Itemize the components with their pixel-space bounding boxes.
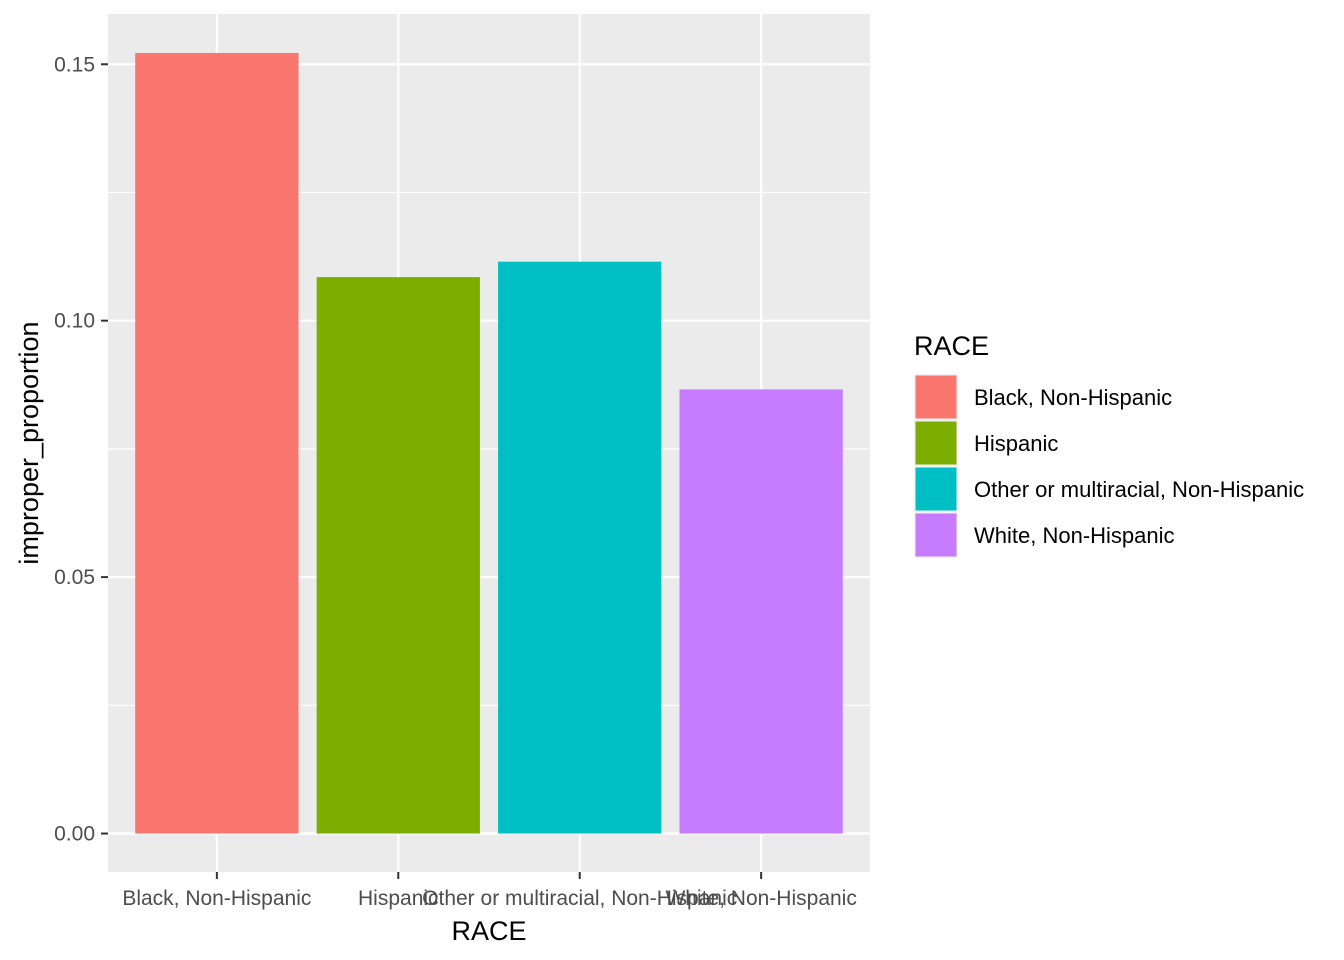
legend-swatch bbox=[915, 513, 957, 557]
legend-label: Other or multiracial, Non-Hispanic bbox=[974, 477, 1304, 502]
bars bbox=[135, 52, 843, 834]
x-tick-label: Other or multiracial, Non-Hispanic bbox=[422, 887, 737, 910]
legend-swatch bbox=[915, 467, 957, 511]
y-tick-label: 0.10 bbox=[54, 310, 95, 333]
legend-label: Hispanic bbox=[974, 431, 1058, 456]
y-tick-label: 0.15 bbox=[54, 53, 95, 76]
legend-label: Black, Non-Hispanic bbox=[974, 385, 1172, 410]
y-tick-label: 0.05 bbox=[54, 566, 95, 589]
y-axis-title: improper_proportion bbox=[14, 321, 44, 564]
legend-title: RACE bbox=[914, 331, 989, 361]
y-tick-label: 0.00 bbox=[54, 823, 95, 846]
legend: RACE Black, Non-Hispanic Hispanic Other or… bbox=[914, 331, 1304, 558]
legend-swatch bbox=[915, 421, 957, 465]
x-tick-label: White, Non-Hispanic bbox=[665, 887, 856, 910]
bar bbox=[135, 52, 299, 834]
x-tick-label: Black, Non-Hispanic bbox=[122, 887, 311, 910]
legend-swatch bbox=[915, 375, 957, 419]
y-axis: 0.00 0.05 0.10 0.15 bbox=[54, 53, 108, 846]
bar bbox=[316, 277, 480, 834]
legend-label: White, Non-Hispanic bbox=[974, 523, 1175, 548]
bar bbox=[679, 389, 843, 834]
x-tick-label: Hispanic bbox=[358, 887, 439, 910]
bar bbox=[498, 261, 662, 834]
x-axis-title: RACE bbox=[451, 916, 526, 946]
